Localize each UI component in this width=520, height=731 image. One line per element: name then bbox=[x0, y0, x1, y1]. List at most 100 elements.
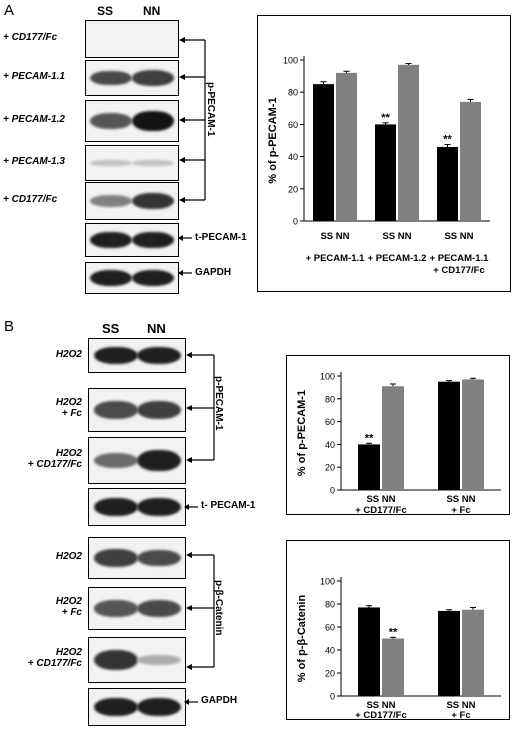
panel_a-blot-1 bbox=[85, 60, 179, 96]
panel_b-band-0-nn bbox=[137, 346, 181, 365]
chart-bar bbox=[336, 72, 357, 221]
chart-group-label: + PECAM-1.2 bbox=[368, 253, 427, 264]
panel-b-t-pecam-arrow bbox=[184, 504, 198, 510]
panel_a-blot-2 bbox=[85, 100, 179, 142]
panel_b-blot-3 bbox=[88, 488, 186, 526]
chart-y-tick-label: 60 bbox=[288, 120, 298, 130]
chart-group-label: + PECAM-1.1 bbox=[306, 253, 366, 264]
panel-b-t-pecam-label: t- PECAM-1 bbox=[201, 500, 256, 511]
chart-bar bbox=[375, 124, 396, 221]
panel_a-band-1-nn bbox=[132, 70, 174, 86]
chart-y-tick-label: 20 bbox=[288, 184, 298, 194]
chart-y-axis-label: % of p-PECAM-1 bbox=[267, 97, 279, 183]
chart-bar bbox=[358, 444, 380, 490]
panel_a-band-5-ss bbox=[90, 231, 132, 249]
chart-lane-labels: SS NN bbox=[366, 700, 395, 711]
panel_b-band-1-nn bbox=[137, 400, 181, 420]
chart-y-axis-label: % of p-PECAM-1 bbox=[296, 390, 308, 476]
chart-group-label: + CD177/Fc bbox=[355, 505, 407, 514]
panel_b-band-0-ss bbox=[94, 346, 138, 365]
chart-bar bbox=[460, 101, 481, 221]
chart-y-tick-label: 100 bbox=[320, 577, 335, 587]
chart-y-tick-label: 0 bbox=[330, 486, 335, 496]
panel-a-bar-chart: % of p-PECAM-1 0 20 40 60 80 100 SS NN + PECAM-1… bbox=[267, 56, 490, 276]
panel_b-band-2-nn bbox=[137, 449, 181, 472]
chart-y-tick-label: 0 bbox=[293, 217, 298, 227]
panel_a-row-label-1: + PECAM-1.1 bbox=[3, 71, 65, 82]
chart-lane-labels: SS NN bbox=[446, 494, 475, 505]
panel-a-side-arrows bbox=[178, 235, 192, 276]
panel-a-t-pecam-label: t-PECAM-1 bbox=[195, 232, 247, 243]
chart-significance: ** bbox=[443, 134, 452, 146]
panel_a-band-3-nn bbox=[132, 159, 174, 167]
chart-group-label: + Fc bbox=[451, 505, 470, 514]
panel-a-label: A bbox=[4, 2, 15, 19]
panel_a-band-2-nn bbox=[132, 110, 174, 132]
panel-b-catenin-bracket bbox=[186, 552, 215, 670]
panel_b-band-7-nn bbox=[137, 697, 181, 717]
chart-lane-labels: SS NN bbox=[320, 231, 349, 242]
panel-b-lane-nn: NN bbox=[147, 321, 166, 336]
chart-group-label: + CD177/Fc bbox=[355, 710, 407, 719]
chart-bar bbox=[437, 146, 458, 221]
panel_a-band-6-ss bbox=[90, 270, 132, 286]
panel_b-row-label-0: H2O2 bbox=[55, 348, 82, 360]
panel_a-row-label-3: + PECAM-1.3 bbox=[3, 156, 65, 167]
panel_b-row-label-2: H2O2 + CD177/Fc bbox=[27, 447, 82, 470]
chart-y-tick-label: 60 bbox=[325, 417, 335, 427]
panel_a-band-4-nn bbox=[132, 192, 174, 210]
panel_b-blot-5 bbox=[88, 587, 186, 630]
panel_a-band-5-nn bbox=[132, 231, 174, 249]
panel-b-gapdh-arrow bbox=[184, 699, 198, 705]
panel_a-blot-6 bbox=[85, 262, 179, 294]
chart-y-tick-label: 100 bbox=[283, 56, 298, 66]
chart-bar bbox=[382, 386, 404, 490]
panel_a-row-label-4: + CD177/Fc bbox=[3, 194, 58, 205]
chart-bar bbox=[438, 610, 460, 696]
panel_b-blot-7 bbox=[88, 688, 186, 726]
chart-bar bbox=[462, 609, 484, 696]
panel-a-chart-box: % of p-PECAM-1 0 20 40 60 80 100 SS NN + PECAM-1… bbox=[257, 15, 511, 292]
panel-a-p-pecam-label: p-PECAM-1 bbox=[205, 82, 216, 137]
panel_b-blot-6 bbox=[88, 637, 186, 683]
panel_b-band-1-ss bbox=[94, 401, 138, 419]
panel_a-row-label-0: + CD177/Fc bbox=[3, 32, 58, 43]
chart-bar bbox=[358, 607, 380, 696]
panel_b-band-4-ss bbox=[94, 549, 138, 567]
panel_b-blot-1 bbox=[88, 388, 186, 432]
panel_a-band-4-ss bbox=[90, 195, 132, 207]
chart-y-axis-label: % of p-β-Catenin bbox=[296, 595, 308, 683]
panel_a-blot-5 bbox=[85, 223, 179, 257]
chart-y-tick-label: 60 bbox=[325, 623, 335, 633]
chart-significance: ** bbox=[389, 626, 398, 638]
chart-y-tick-label: 80 bbox=[325, 600, 335, 610]
chart-group-label: + PECAM-1.1 bbox=[430, 253, 490, 264]
panel-a-lane-nn: NN bbox=[143, 4, 161, 18]
chart-lane-labels: SS NN bbox=[382, 231, 411, 242]
chart-lane-labels: SS NN bbox=[446, 700, 475, 711]
panel_b-row-label-6: H2O2 + CD177/Fc bbox=[27, 647, 82, 669]
chart-lane-labels: SS NN bbox=[366, 494, 395, 505]
chart-y-tick-label: 20 bbox=[325, 463, 335, 473]
panel_b-band-3-ss bbox=[94, 497, 138, 517]
chart-y-tick-label: 40 bbox=[325, 646, 335, 656]
panel-b-p-catenin-label: p-β-Catenin bbox=[213, 580, 224, 636]
chart-bar bbox=[313, 84, 334, 222]
chart-group-label-2: + CD177/Fc bbox=[433, 265, 485, 276]
chart-y-tick-label: 100 bbox=[320, 372, 335, 382]
panel_b-band-4-nn bbox=[137, 549, 181, 567]
panel_b-band-6-nn bbox=[137, 655, 181, 665]
chart-significance: ** bbox=[365, 432, 374, 444]
chart-bar bbox=[398, 64, 419, 221]
panel_b-row-label-4: H2O2 bbox=[55, 551, 82, 562]
panel-a-gapdh-label: GAPDH bbox=[195, 267, 232, 278]
panel_a-row-label-2: + PECAM-1.2 bbox=[3, 114, 65, 125]
panel_a-blot-3 bbox=[85, 145, 179, 181]
panel-a-bracket bbox=[179, 37, 206, 203]
panel-b-pecam-chart-box: % of p-PECAM-1 0 20 40 60 80 100 SS NN + CD177/F… bbox=[286, 355, 510, 516]
panel_b-blot-0 bbox=[88, 338, 186, 373]
panel-a-lane-ss: SS bbox=[97, 4, 114, 18]
chart-y-tick-label: 80 bbox=[325, 394, 335, 404]
chart-group-label: + Fc bbox=[451, 710, 470, 719]
chart-y-tick-label: 40 bbox=[325, 440, 335, 450]
